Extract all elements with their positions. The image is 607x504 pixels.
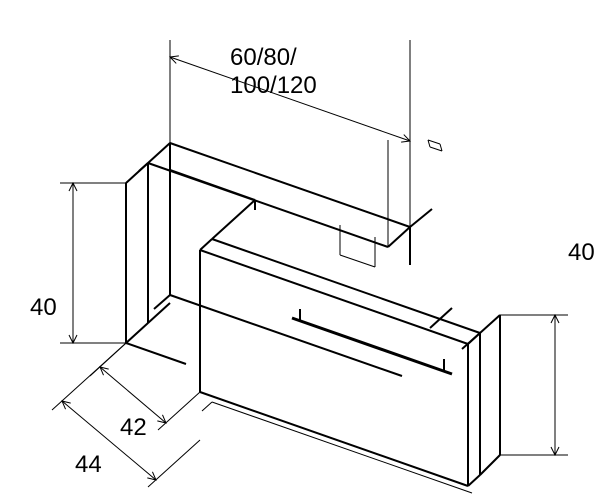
dim-depth-outer-label: 44 <box>75 451 102 478</box>
dim-height-left-label: 40 <box>30 294 57 321</box>
dim-height-right-label: 40 <box>568 239 595 266</box>
dim-width-label: 60/80/100/120 <box>230 44 317 99</box>
dim-depth-inner-label: 42 <box>120 414 147 441</box>
dimension-drawing: 60/80/100/120 40 40 42 44 <box>0 0 607 504</box>
